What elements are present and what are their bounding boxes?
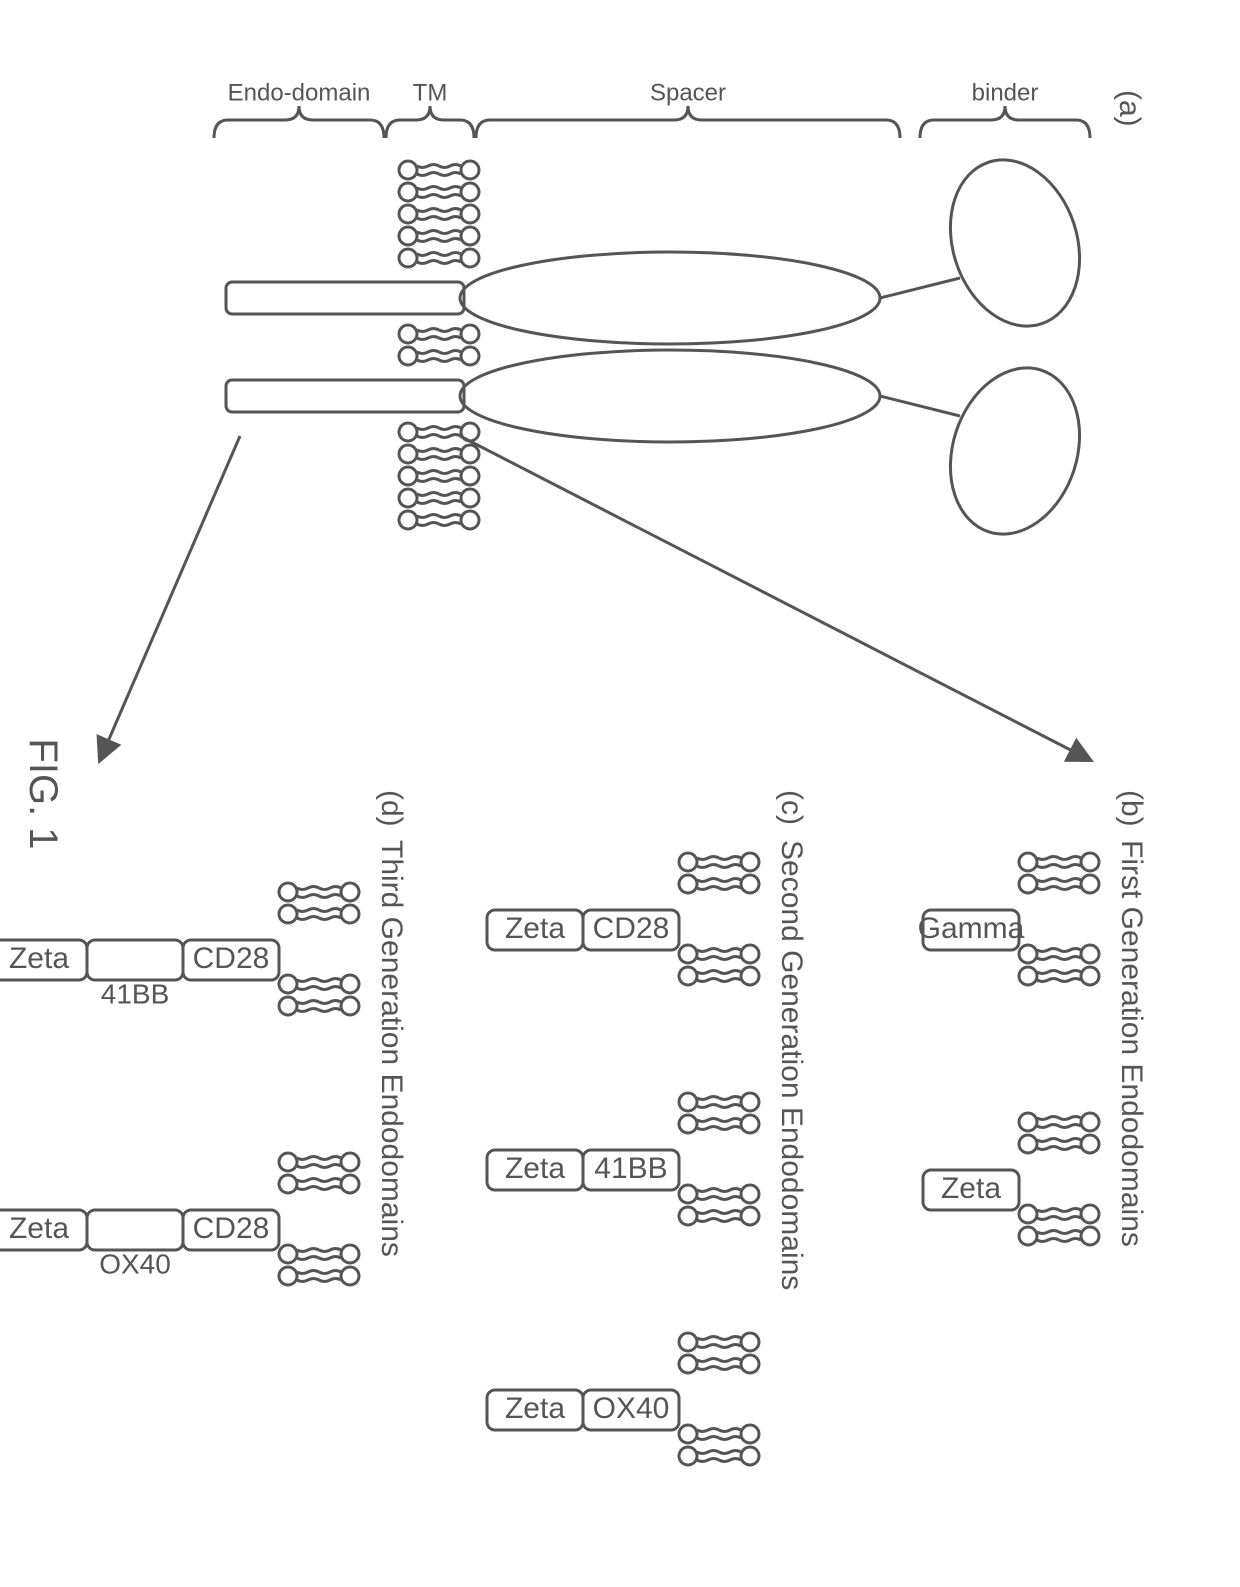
svg-text:Zeta: Zeta: [505, 912, 565, 945]
svg-text:binder: binder: [972, 79, 1039, 106]
svg-text:(c): (c): [775, 790, 808, 825]
svg-text:(a): (a): [1113, 90, 1146, 127]
panel-b: (b) First Generation Endodomains Gamma Zeta: [918, 790, 1148, 1247]
svg-text:41BB: 41BB: [101, 978, 170, 1009]
endodomain-unit: CD28 Zeta 41BB: [0, 883, 359, 1015]
svg-text:Zeta: Zeta: [941, 1172, 1001, 1205]
svg-text:Zeta: Zeta: [9, 942, 69, 975]
panel-c: (c) Second Generation Endodomains CD28 Zeta…: [487, 790, 808, 1465]
endodomain-unit: Zeta: [923, 1113, 1099, 1245]
svg-text:(b): (b): [1115, 790, 1148, 827]
figure-canvas: (a) binder Spacer TM Endo-domain (b) First Gen…: [0, 0, 1240, 1587]
svg-text:Gamma: Gamma: [918, 912, 1025, 945]
svg-text:FIG. 1: FIG. 1: [21, 738, 65, 849]
svg-text:First Generation Endodomains: First Generation Endodomains: [1115, 840, 1148, 1247]
svg-text:TM: TM: [413, 79, 448, 106]
svg-text:CD28: CD28: [193, 1212, 270, 1245]
svg-text:CD28: CD28: [593, 912, 670, 945]
svg-text:Zeta: Zeta: [9, 1212, 69, 1245]
figure-svg: (a) binder Spacer TM Endo-domain (b) First Gen…: [0, 0, 1240, 1587]
endodomain-unit: OX40 Zeta: [487, 1333, 759, 1465]
endodomain-unit: CD28 Zeta: [487, 853, 759, 985]
endodomain-unit: CD28 Zeta OX40: [0, 1153, 359, 1285]
svg-text:Second Generation Endodomains: Second Generation Endodomains: [775, 840, 808, 1290]
endodomain-unit: Gamma: [918, 853, 1099, 985]
svg-text:(d): (d): [375, 790, 408, 827]
svg-text:Zeta: Zeta: [505, 1392, 565, 1425]
svg-text:Zeta: Zeta: [505, 1152, 565, 1185]
endodomain-unit: 41BB Zeta: [487, 1093, 759, 1225]
svg-text:OX40: OX40: [99, 1248, 171, 1279]
svg-text:CD28: CD28: [193, 942, 270, 975]
svg-text:41BB: 41BB: [594, 1152, 667, 1185]
panel-d: (d) Third Generation Endodomains CD28 Zeta 4…: [0, 790, 408, 1285]
svg-text:OX40: OX40: [593, 1392, 670, 1425]
svg-text:Spacer: Spacer: [650, 79, 726, 106]
svg-text:Third Generation Endodomains: Third Generation Endodomains: [375, 840, 408, 1257]
panel-a: (a) binder Spacer TM Endo-domain: [100, 79, 1146, 760]
svg-text:Endo-domain: Endo-domain: [228, 79, 371, 106]
